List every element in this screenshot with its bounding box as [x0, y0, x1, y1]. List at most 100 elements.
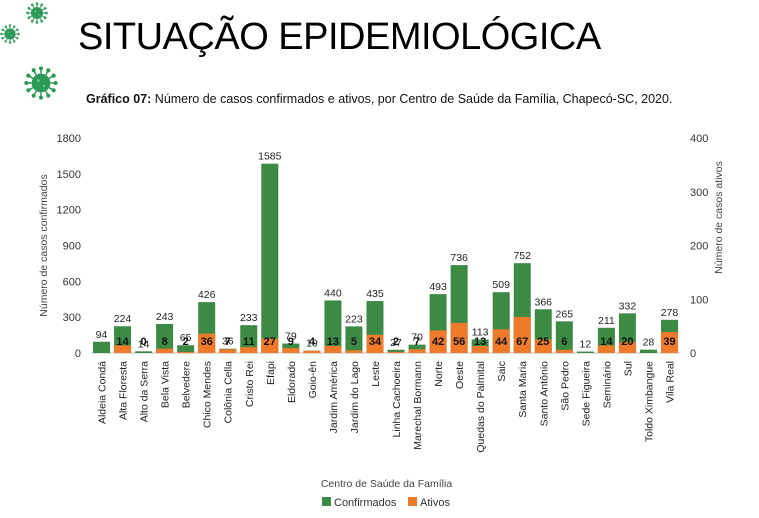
label-ativos: 2: [183, 336, 189, 348]
label-ativos: 2: [393, 336, 399, 348]
bar-confirmados: [240, 325, 258, 353]
bar-confirmados: [555, 321, 573, 353]
category-label: Bela Vista: [160, 361, 172, 408]
category-label: Seminário: [601, 361, 613, 408]
label-confirmados: 65: [180, 332, 192, 344]
label-ativos: 27: [264, 336, 276, 348]
bar-confirmados: [177, 345, 195, 353]
label-ativos: 8: [162, 336, 168, 348]
bar-ativos: [387, 351, 405, 353]
bar-ativos: [555, 349, 573, 353]
label-confirmados: 243: [156, 311, 174, 323]
y-tick-label: 1500: [57, 169, 81, 181]
label-confirmados: 19: [306, 338, 318, 350]
caption-label: Gráfico 07:: [86, 92, 152, 106]
bar-ativos: [282, 348, 300, 353]
y-tick-label: 300: [63, 312, 81, 324]
category-label: Jardim do Lago: [349, 361, 361, 434]
caption-text: Número de casos confirmados e ativos, po…: [151, 92, 673, 106]
category-label: São Pedro: [559, 361, 571, 411]
label-confirmados: 94: [96, 329, 108, 341]
label-confirmados: 752: [513, 250, 531, 262]
bar-confirmados: [135, 351, 153, 353]
label-confirmados: 736: [450, 252, 468, 264]
label-confirmados: 223: [345, 313, 363, 325]
bar-ativos: [408, 349, 426, 353]
y2-tick-label: 0: [690, 348, 696, 360]
bar-ativos: [660, 332, 678, 353]
label-confirmados: 27: [390, 337, 402, 349]
bar-ativos: [240, 347, 258, 353]
category-label: Colônia Cella: [223, 361, 235, 424]
y2-tick-label: 200: [690, 241, 708, 253]
bar-ativos: [261, 338, 279, 353]
category-label: Sul: [622, 361, 634, 376]
label-ativos: 4: [309, 336, 316, 348]
label-ativos: 13: [474, 336, 486, 348]
category-label: Toldo Ximbangue: [643, 361, 655, 442]
label-confirmados: 12: [579, 339, 591, 351]
category-label: Saic: [496, 361, 508, 381]
label-confirmados: 36: [222, 336, 234, 348]
bar-confirmados: [387, 349, 405, 353]
y-axis-title: Número de casos confirmados: [38, 174, 50, 316]
category-label: Leste: [370, 361, 382, 387]
virus-icon: [0, 24, 20, 44]
label-confirmados: 426: [198, 289, 216, 301]
category-label: Goio-ên: [307, 361, 319, 399]
virus-icon: [26, 2, 48, 24]
y-tick-label: 900: [63, 241, 81, 253]
legend-swatch-ativos: [408, 497, 417, 506]
label-confirmados: 493: [429, 281, 447, 293]
category-label: Aldeia Condá: [97, 361, 109, 424]
label-confirmados: 70: [411, 332, 423, 344]
label-confirmados: 435: [366, 288, 384, 300]
category-label: Norte: [433, 361, 445, 387]
bar-ativos: [513, 316, 531, 353]
label-confirmados: 211: [598, 315, 615, 327]
category-label: Quedas do Palmital: [475, 361, 487, 453]
label-ativos: 11: [243, 336, 255, 348]
label-ativos: 67: [516, 336, 528, 348]
label-ativos: 42: [432, 336, 444, 348]
label-ativos: 14: [600, 336, 613, 348]
label-confirmados: 113: [472, 327, 489, 339]
label-ativos: 7: [414, 336, 420, 348]
label-confirmados: 440: [324, 287, 342, 299]
y2-tick-label: 300: [690, 187, 708, 199]
bar-ativos: [114, 345, 132, 353]
bar-confirmados: [324, 300, 342, 353]
x-axis-title: Centro de Saúde da Família: [321, 478, 452, 490]
bar-ativos: [597, 345, 615, 353]
bar-confirmados: [408, 344, 426, 353]
y-tick-label: 0: [75, 348, 81, 360]
bar-ativos: [618, 342, 636, 353]
legend-label-confirmados: Confirmados: [334, 497, 397, 509]
bar-confirmados: [93, 341, 111, 353]
label-ativos: 14: [116, 336, 129, 348]
label-confirmados: 509: [492, 279, 510, 291]
y2-tick-label: 400: [690, 133, 708, 145]
category-label: Alta Floresta: [118, 361, 130, 420]
category-label: Linha Cachoeira: [391, 361, 403, 438]
y-tick-label: 600: [63, 276, 81, 288]
bar-ativos: [345, 350, 363, 353]
bar-ativos: [303, 350, 321, 353]
label-confirmados: 224: [114, 313, 132, 325]
label-ativos: 13: [327, 336, 339, 348]
label-ativos: 36: [201, 336, 213, 348]
label-ativos: 56: [453, 336, 465, 348]
category-label: Belvedere: [181, 361, 193, 408]
bar-ativos: [324, 346, 342, 353]
label-confirmados: 14: [138, 338, 150, 350]
label-confirmados: 366: [535, 296, 553, 308]
category-label: Efapi: [265, 361, 277, 385]
bar-ativos: [366, 334, 384, 353]
y-tick-label: 1200: [57, 205, 81, 217]
label-confirmados: 233: [240, 312, 258, 324]
category-label: Jardim América: [328, 361, 340, 434]
label-confirmados: 332: [619, 300, 637, 312]
bar-ativos: [492, 329, 510, 353]
label-ativos: 7: [225, 336, 231, 348]
